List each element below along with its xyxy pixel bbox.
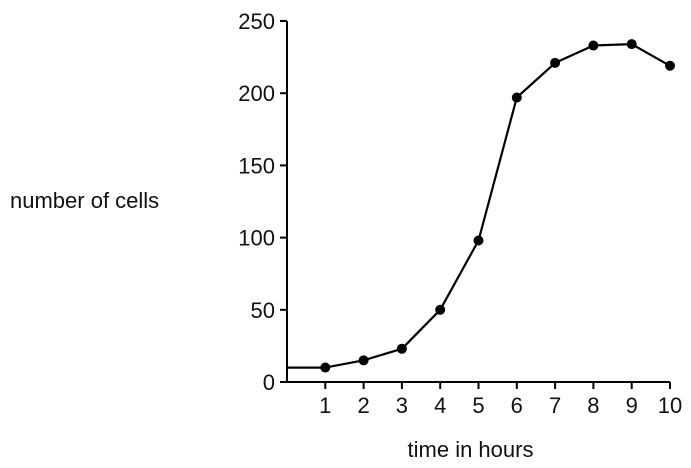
- x-tick-label: 1: [319, 393, 331, 418]
- x-axis-ticks: 1 2 3 4 5 6 7 8 9 10: [319, 382, 682, 418]
- x-tick-label: 5: [472, 393, 484, 418]
- series-line: [287, 42, 671, 369]
- axes: [286, 21, 670, 383]
- plot-area: [287, 39, 675, 373]
- x-tick-label: 6: [511, 393, 523, 418]
- y-tick-label: 0: [263, 370, 275, 395]
- data-point: [396, 343, 407, 354]
- y-axis-ticks: 0 50 100 150 200 250: [238, 9, 287, 395]
- x-tick-label: 4: [434, 393, 446, 418]
- data-point: [665, 60, 675, 71]
- x-tick-label: 10: [658, 393, 682, 418]
- x-tick-label: 8: [587, 393, 599, 418]
- y-axis-title: number of cells: [10, 188, 159, 213]
- data-point: [626, 39, 637, 50]
- data-point: [511, 92, 522, 103]
- data-point: [435, 304, 446, 315]
- data-point: [588, 40, 599, 51]
- x-tick-label: 9: [626, 393, 638, 418]
- y-tick-label: 150: [238, 153, 275, 178]
- x-axis-title: time in hours: [408, 437, 534, 462]
- data-point: [320, 362, 331, 373]
- y-tick-label: 250: [238, 9, 275, 34]
- x-tick-label: 2: [357, 393, 369, 418]
- data-point: [473, 235, 484, 246]
- data-point: [550, 57, 561, 68]
- y-tick-label: 100: [238, 226, 275, 251]
- x-tick-label: 3: [396, 393, 408, 418]
- data-point: [358, 355, 369, 366]
- y-tick-label: 200: [238, 81, 275, 106]
- y-tick-label: 50: [251, 298, 275, 323]
- x-tick-label: 7: [549, 393, 561, 418]
